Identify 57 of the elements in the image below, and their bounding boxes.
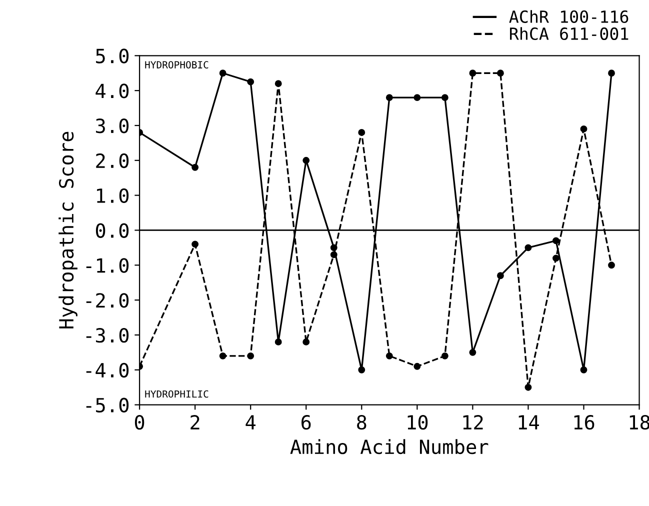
- point: [496, 272, 504, 280]
- point: [524, 244, 532, 252]
- annotation: HYDROPHILIC: [145, 390, 208, 398]
- y-tick-label: 3.0: [96, 118, 129, 134]
- point: [469, 70, 476, 77]
- y-tick-label: 2.0: [96, 153, 129, 168]
- point: [302, 338, 310, 346]
- point: [496, 70, 504, 77]
- point: [414, 362, 421, 370]
- point: [358, 366, 366, 374]
- point: [247, 352, 254, 360]
- point: [358, 129, 366, 136]
- x-tick-label: 12: [463, 414, 483, 430]
- y-tick-label: 4.0: [96, 84, 129, 98]
- point: [247, 78, 254, 86]
- y-axis-title: Hydropathic Score: [58, 132, 78, 328]
- point: [219, 352, 226, 360]
- legend-label: RhCA 611-001: [510, 27, 628, 40]
- point: [386, 352, 393, 360]
- annotation: HYDROPHOBIC: [145, 61, 208, 68]
- x-tick-label: 16: [574, 414, 594, 430]
- point: [552, 237, 560, 244]
- point: [524, 384, 532, 391]
- x-tick-label: 14: [518, 415, 539, 430]
- legend-label: AChR 100-116: [509, 10, 628, 23]
- point: [414, 94, 421, 102]
- point: [608, 70, 615, 77]
- y-tick-label: 5.0: [96, 48, 129, 64]
- y-tick-label: -1.0: [86, 258, 129, 273]
- point: [552, 254, 560, 262]
- point: [608, 262, 615, 269]
- point: [441, 94, 448, 102]
- x-tick-label: 6: [302, 414, 311, 430]
- x-tick-label: 10: [408, 414, 428, 430]
- point: [580, 126, 588, 132]
- point: [302, 156, 310, 164]
- y-tick-label: 0.0: [96, 223, 129, 238]
- point: [386, 94, 393, 102]
- x-tick-label: 2: [190, 414, 200, 430]
- x-axis-title: Amino Acid Number: [290, 439, 488, 454]
- x-tick-label: 0: [134, 414, 144, 430]
- point: [192, 164, 199, 171]
- y-tick-label: -5.0: [86, 398, 129, 413]
- point: [274, 338, 282, 346]
- point: [469, 348, 476, 356]
- point: [330, 251, 338, 258]
- x-tick-label: 4: [246, 415, 256, 430]
- point: [219, 70, 226, 77]
- point: [192, 240, 199, 248]
- y-tick-label: -2.0: [86, 293, 129, 308]
- y-tick-label: -4.0: [86, 362, 129, 378]
- point: [580, 366, 588, 374]
- y-tick-label: 1.0: [97, 188, 129, 204]
- point: [441, 352, 448, 360]
- y-tick-label: -3.0: [86, 328, 129, 343]
- point: [274, 80, 282, 88]
- x-tick-label: 8: [357, 414, 366, 430]
